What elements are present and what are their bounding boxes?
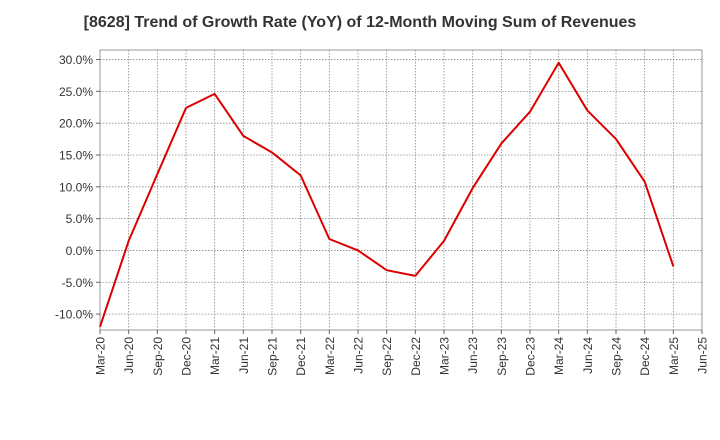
y-tick-label: -10.0%	[55, 308, 93, 322]
x-tick-label: Mar-22	[323, 337, 337, 375]
x-tick-label: Dec-24	[638, 337, 652, 376]
x-tick-label: Dec-20	[180, 337, 194, 376]
x-tick-label: Jun-22	[352, 337, 366, 374]
x-tick-label: Mar-25	[667, 337, 681, 375]
series-layer	[99, 61, 675, 328]
y-tick-label: 0.0%	[66, 244, 94, 258]
x-tick-label: Dec-23	[524, 337, 538, 376]
x-tick-label: Dec-21	[294, 337, 308, 376]
x-tick-label: Sep-21	[266, 337, 280, 376]
x-tick-label: Jun-23	[466, 337, 480, 374]
x-tick-label: Jun-21	[237, 337, 251, 374]
y-tick-label: 25.0%	[59, 85, 93, 99]
x-tick-label: Mar-23	[438, 337, 452, 375]
x-tick-label: Mar-24	[552, 337, 566, 375]
x-tick-label: Sep-23	[495, 337, 509, 376]
y-tick-label: 30.0%	[59, 53, 93, 67]
x-tick-label: Sep-20	[151, 337, 165, 376]
axis-layer: 30.0% 25.0% 20.0% 15.0% 10.0% 5.0% 0.0% -5.0% -1…	[55, 53, 710, 376]
y-tick-label: 20.0%	[59, 117, 93, 131]
y-tick-label: 10.0%	[59, 180, 93, 194]
x-tick-label: Jun-24	[581, 337, 595, 374]
x-tick-label: Mar-20	[94, 337, 108, 375]
y-tick-label: 15.0%	[59, 149, 93, 163]
chart-title: [8628] Trend of Growth Rate (YoY) of 12-…	[83, 14, 637, 31]
x-tick-label: Jun-25	[696, 337, 710, 374]
y-tick-label: 5.0%	[66, 212, 94, 226]
x-tick-label: Jun-20	[122, 337, 136, 374]
x-tick-label: Sep-22	[380, 337, 394, 376]
x-tick-label: Dec-22	[409, 337, 423, 376]
grid-layer	[99, 49, 703, 331]
y-tick-label: -5.0%	[62, 276, 94, 290]
x-tick-label: Sep-24	[610, 337, 624, 376]
plot-frame	[99, 49, 703, 331]
x-tick-label: Mar-21	[208, 337, 222, 375]
